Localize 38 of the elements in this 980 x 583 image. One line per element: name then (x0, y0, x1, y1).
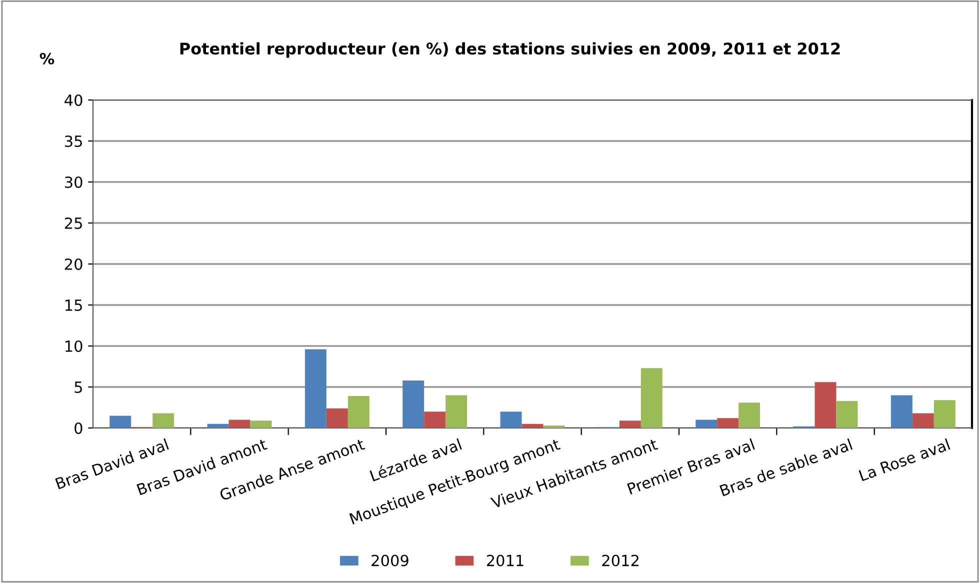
y-axis-title: % (40, 52, 54, 64)
bar (814, 382, 836, 428)
chart-title: Potentiel reproducteur (en %) des stations suivies en 2009, 2011 et 2012 (180, 42, 840, 58)
bar (326, 408, 348, 428)
bar (934, 400, 956, 428)
bar (228, 420, 250, 428)
bar (110, 416, 132, 428)
bar (304, 349, 326, 428)
bar (717, 418, 739, 428)
bar (424, 412, 446, 428)
bar (696, 420, 718, 428)
bar (348, 396, 370, 428)
bar (738, 402, 760, 428)
x-tick-label: La Rose aval (858, 438, 950, 482)
bar (446, 395, 468, 428)
y-tick-label: 5 (74, 382, 82, 394)
y-tick-label: 25 (64, 217, 82, 230)
y-tick-label: 0 (74, 422, 82, 434)
y-tick-label: 20 (64, 258, 82, 270)
y-tick-label: 15 (66, 300, 82, 312)
bar (500, 412, 522, 428)
bar (640, 368, 662, 428)
bar (912, 413, 934, 428)
y-tick-label: 10 (66, 340, 82, 352)
legend-label: 2009 (372, 554, 408, 566)
bar (402, 380, 424, 428)
y-tick-label: 30 (65, 176, 82, 188)
legend-label: 2011 (486, 554, 524, 566)
bar (836, 400, 858, 428)
bar (890, 395, 912, 428)
bar (207, 424, 229, 428)
legend-label: 2012 (602, 554, 638, 566)
bar (522, 424, 544, 428)
y-tick-label: 40 (64, 94, 82, 106)
y-tick-label: 35 (65, 135, 82, 148)
bar (250, 420, 272, 428)
bar (152, 413, 174, 428)
bar (619, 420, 641, 428)
